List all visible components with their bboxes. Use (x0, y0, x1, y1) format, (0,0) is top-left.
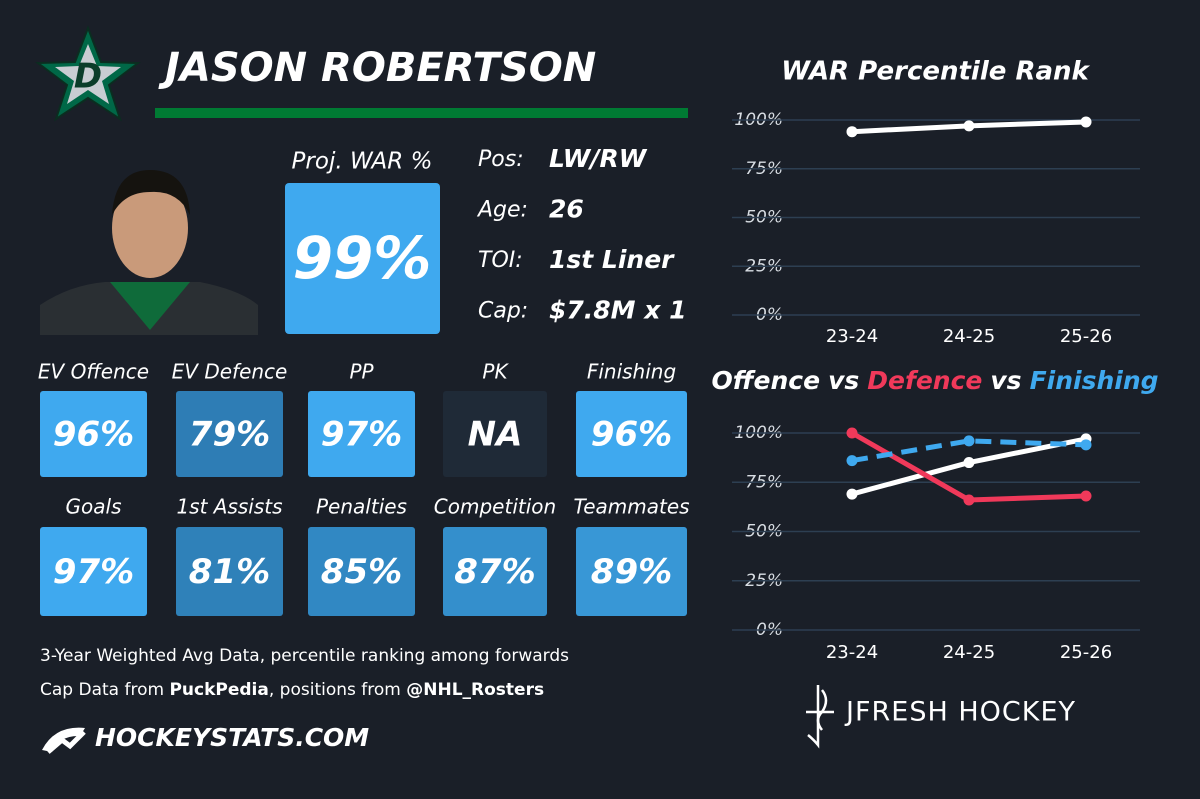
title-joiner: vs (990, 366, 1021, 395)
x-tick-label: 25-26 (1060, 642, 1112, 663)
data-point (963, 120, 975, 132)
tile (308, 527, 415, 616)
data-point (1080, 490, 1092, 502)
tile (576, 527, 687, 616)
tile-label: EV Offence (38, 360, 149, 384)
tile (576, 391, 687, 477)
chart-title: WAR Percentile Rank (781, 57, 1090, 87)
data-point (846, 126, 858, 138)
tile (40, 391, 147, 477)
tile-label: PK (482, 360, 509, 384)
war-value: 99% (293, 224, 432, 292)
tile (443, 391, 547, 477)
x-tick-label: 23-24 (826, 326, 878, 347)
author-logo (806, 685, 834, 749)
tile-label: 1st Assists (176, 495, 282, 519)
data-point (963, 457, 975, 469)
credit-part: Cap Data from (40, 680, 169, 700)
tile-label: PP (349, 360, 374, 384)
tile-value: 85% (321, 552, 402, 592)
data-point (846, 455, 858, 467)
tile-value: 87% (454, 552, 535, 592)
credit-part: , positions from (269, 680, 406, 700)
tile-value: 89% (591, 552, 672, 592)
footer-note: 3-Year Weighted Avg Data, percentile ran… (40, 646, 569, 666)
credit-part: @NHL_Rosters (406, 680, 544, 700)
tile-label: Competition (434, 495, 556, 519)
x-tick-label: 24-25 (943, 326, 995, 347)
tile-value: 96% (591, 415, 672, 455)
info-value: $7.8M x 1 (549, 296, 687, 325)
x-tick-label: 24-25 (943, 642, 995, 663)
tile-value: 79% (189, 415, 270, 455)
info-value: LW/RW (549, 144, 648, 173)
war-label: Proj. WAR % (292, 149, 433, 175)
tile-value: 81% (189, 552, 270, 592)
tile (308, 391, 415, 477)
chart-title: Offence vs Defence vs Finishing (711, 366, 1158, 395)
tile-value: 97% (321, 415, 402, 455)
tile-value: NA (468, 415, 523, 455)
data-point (963, 435, 975, 447)
player-name: JASON ROBERTSON (158, 45, 596, 91)
team-logo: D (35, 25, 141, 122)
legend-entry: Defence (867, 366, 982, 395)
x-tick-label: 25-26 (1060, 326, 1112, 347)
tile-label: Goals (66, 495, 122, 519)
tile-label: Teammates (573, 495, 689, 519)
data-point (1080, 116, 1092, 128)
tile (443, 527, 547, 616)
tile (40, 527, 147, 616)
tile-value: 96% (53, 415, 134, 455)
info-label: TOI: (478, 248, 523, 273)
title-joiner: vs (828, 366, 859, 395)
war-tile (285, 183, 440, 334)
brand-logo (42, 727, 86, 754)
info-value: 26 (549, 195, 584, 224)
data-point (846, 488, 858, 500)
footer-credits: Cap Data from PuckPedia, positions from … (40, 680, 544, 700)
brand: HOCKEYSTATS.COM (95, 723, 369, 752)
name-underline (155, 108, 688, 118)
tile-label: EV Defence (172, 360, 288, 384)
tile (176, 527, 283, 616)
info-label: Cap: (478, 299, 528, 324)
svg-text:D: D (74, 57, 102, 97)
author: JFRESH HOCKEY (844, 697, 1076, 728)
player-photo (40, 165, 258, 335)
data-point (846, 427, 858, 439)
info-label: Pos: (478, 147, 524, 172)
series-line (851, 438, 1087, 464)
data-point (963, 494, 975, 506)
legend-entry: Finishing (1030, 366, 1159, 395)
tile-value: 97% (53, 552, 134, 592)
x-tick-label: 23-24 (826, 642, 878, 663)
info-value: 1st Liner (549, 245, 675, 274)
tile-label: Penalties (316, 495, 407, 519)
tile-label: Finishing (587, 360, 676, 384)
tile (176, 391, 283, 477)
legend-entry: Offence (711, 366, 820, 395)
data-point (1080, 439, 1092, 451)
info-label: Age: (476, 198, 528, 223)
credit-part: PuckPedia (169, 680, 268, 700)
